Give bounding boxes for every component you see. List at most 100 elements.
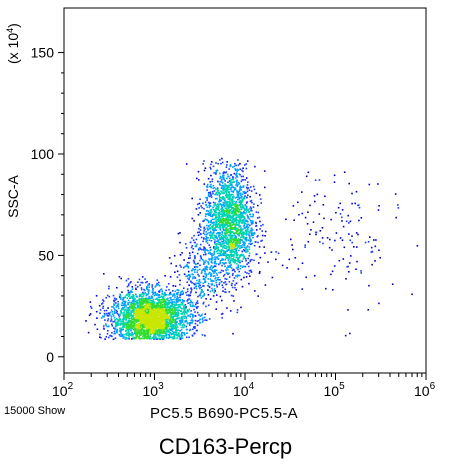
event-point [169,332,171,334]
event-point [214,217,217,219]
event-point [219,225,221,228]
event-point [168,288,170,291]
event-point [147,316,150,318]
event-point [239,240,241,243]
event-point [103,273,105,275]
event-point [130,310,133,312]
event-point [167,317,170,319]
event-point [250,186,252,188]
event-point [135,312,138,314]
event-point [155,294,157,296]
event-point [207,289,209,291]
event-point [236,190,238,192]
event-point [159,315,161,317]
event-point [232,210,234,212]
event-point [131,296,134,298]
event-point [151,332,153,334]
event-point [215,308,217,310]
event-point [185,247,188,249]
event-point [120,331,122,334]
event-point [228,241,231,244]
event-point [200,236,203,239]
event-point [138,332,141,335]
event-point [225,193,228,196]
event-point [230,240,233,243]
event-point [246,228,248,231]
event-point [140,287,143,289]
event-point [127,317,130,319]
event-point [258,262,260,264]
event-point [211,226,213,228]
event-point [133,295,135,297]
event-point [248,234,250,237]
event-point [122,328,124,331]
event-point [235,229,237,232]
event-point [215,211,218,214]
event-point [187,267,190,269]
event-point [219,229,222,231]
event-point [223,226,226,228]
event-point [237,239,239,241]
event-point [250,199,253,202]
event-point [146,300,149,303]
event-point [236,311,239,314]
event-point [139,334,141,337]
event-point [230,186,233,189]
event-point [145,308,147,310]
event-point [231,198,234,201]
event-point [154,330,156,333]
event-point [178,319,181,322]
event-point [314,200,316,203]
event-point [132,306,134,309]
event-point [227,249,229,251]
event-point [239,225,242,227]
event-point [134,337,136,340]
event-point [224,291,226,293]
event-point [207,193,210,196]
event-point [154,308,157,310]
event-point [232,240,235,243]
event-point [233,300,235,302]
event-point [229,202,231,204]
event-point [134,326,137,328]
event-point [223,198,225,200]
event-point [215,272,218,275]
event-point [252,214,255,216]
event-point [247,239,250,241]
event-point [234,223,236,225]
event-point [138,326,141,328]
event-point [237,204,239,207]
event-point [245,167,248,170]
event-point [211,190,214,193]
event-point [211,280,213,283]
event-point [248,189,251,191]
event-point [181,316,183,318]
event-point [255,211,258,213]
event-point [377,209,380,211]
event-point [304,244,306,246]
event-point [209,191,212,194]
event-point [241,198,244,200]
event-point [224,247,226,249]
event-point [237,228,239,230]
event-point [154,305,156,307]
event-point [150,327,152,330]
event-point [116,330,118,332]
event-point [185,316,187,318]
event-point [148,313,150,316]
event-point [140,288,143,291]
event-point [139,309,141,311]
event-point [142,315,144,317]
event-point [146,299,148,301]
event-point [168,307,171,310]
event-point [373,239,375,241]
event-point [175,309,178,311]
event-point [187,322,189,325]
event-point [229,254,231,256]
event-point [135,309,137,311]
event-point [149,309,151,312]
event-point [232,207,234,209]
event-point [219,181,221,183]
event-point [199,264,201,267]
